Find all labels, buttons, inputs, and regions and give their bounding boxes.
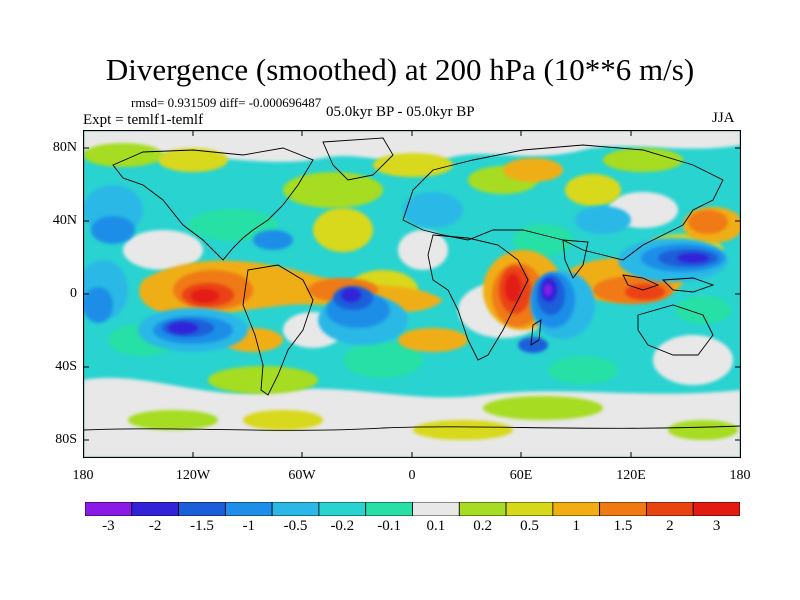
- colorbar-label-1: -2: [148, 518, 162, 534]
- lat-label-0: 0: [70, 286, 77, 301]
- colorbar-swatch-3: [224, 502, 273, 516]
- lon-label-180w: 180: [72, 468, 94, 483]
- colorbar-swatch-9: [505, 502, 554, 516]
- season-label: JJA: [712, 110, 735, 126]
- lon-label-120w: 120W: [175, 468, 211, 483]
- divergence-map: [83, 130, 741, 458]
- lat-label-40n: 40N: [52, 213, 77, 228]
- colorbar-label-7: 0.1: [426, 518, 446, 534]
- lon-label-0: 0: [408, 468, 416, 483]
- colorbar: [85, 502, 740, 516]
- colorbar-swatch-2: [178, 502, 226, 516]
- map-title: Divergence (smoothed) at 200 hPa (10**6 …: [105, 52, 695, 87]
- colorbar-swatch-6: [365, 502, 413, 516]
- axis-ticks: [83, 130, 741, 458]
- lon-label-120e: 120E: [616, 468, 646, 483]
- colorbar-label-9: 0.5: [520, 518, 539, 534]
- colorbar-swatch-1: [131, 502, 179, 516]
- colorbar-swatch-5: [318, 502, 367, 516]
- lon-label-180e: 180: [729, 468, 751, 483]
- colorbar-label-4: -0.5: [283, 518, 308, 534]
- lat-label-80n: 80N: [52, 140, 77, 155]
- experiment-label: Expt = temlf1-temlf: [83, 112, 204, 128]
- colorbar-swatch-8: [458, 502, 507, 516]
- colorbar-swatch-0: [85, 502, 133, 516]
- lat-label-40s: 40S: [55, 359, 77, 374]
- lat-label-80s: 80S: [55, 432, 77, 447]
- colorbar-swatch-11: [599, 502, 647, 516]
- colorbar-label-13: 3: [712, 518, 721, 534]
- period-label: 05.0kyr BP - 05.0kyr BP: [326, 104, 475, 120]
- colorbar-swatch-13: [692, 502, 740, 516]
- colorbar-swatch-4: [271, 502, 320, 516]
- stats-text: rmsd= 0.931509 diff= -0.000696487: [131, 95, 322, 110]
- lon-label-60w: 60W: [288, 468, 316, 483]
- contour-field: [83, 130, 741, 458]
- colorbar-label-8: 0.2: [473, 518, 493, 534]
- colorbar-swatch-10: [552, 502, 601, 516]
- colorbar-label-11: 1.5: [613, 518, 633, 534]
- colorbar-label-10: 1: [572, 518, 581, 534]
- colorbar-label-2: -1.5: [190, 518, 214, 534]
- coastlines: [83, 137, 741, 431]
- colorbar-label-5: -0.2: [330, 518, 355, 534]
- colorbar-label-0: -3: [102, 518, 115, 534]
- colorbar-swatch-7: [412, 502, 460, 516]
- colorbar-label-3: -1: [242, 518, 256, 534]
- lon-label-60e: 60E: [509, 468, 533, 483]
- colorbar-label-6: -0.1: [377, 518, 401, 534]
- colorbar-swatch-12: [646, 502, 694, 516]
- colorbar-label-12: 2: [666, 518, 674, 534]
